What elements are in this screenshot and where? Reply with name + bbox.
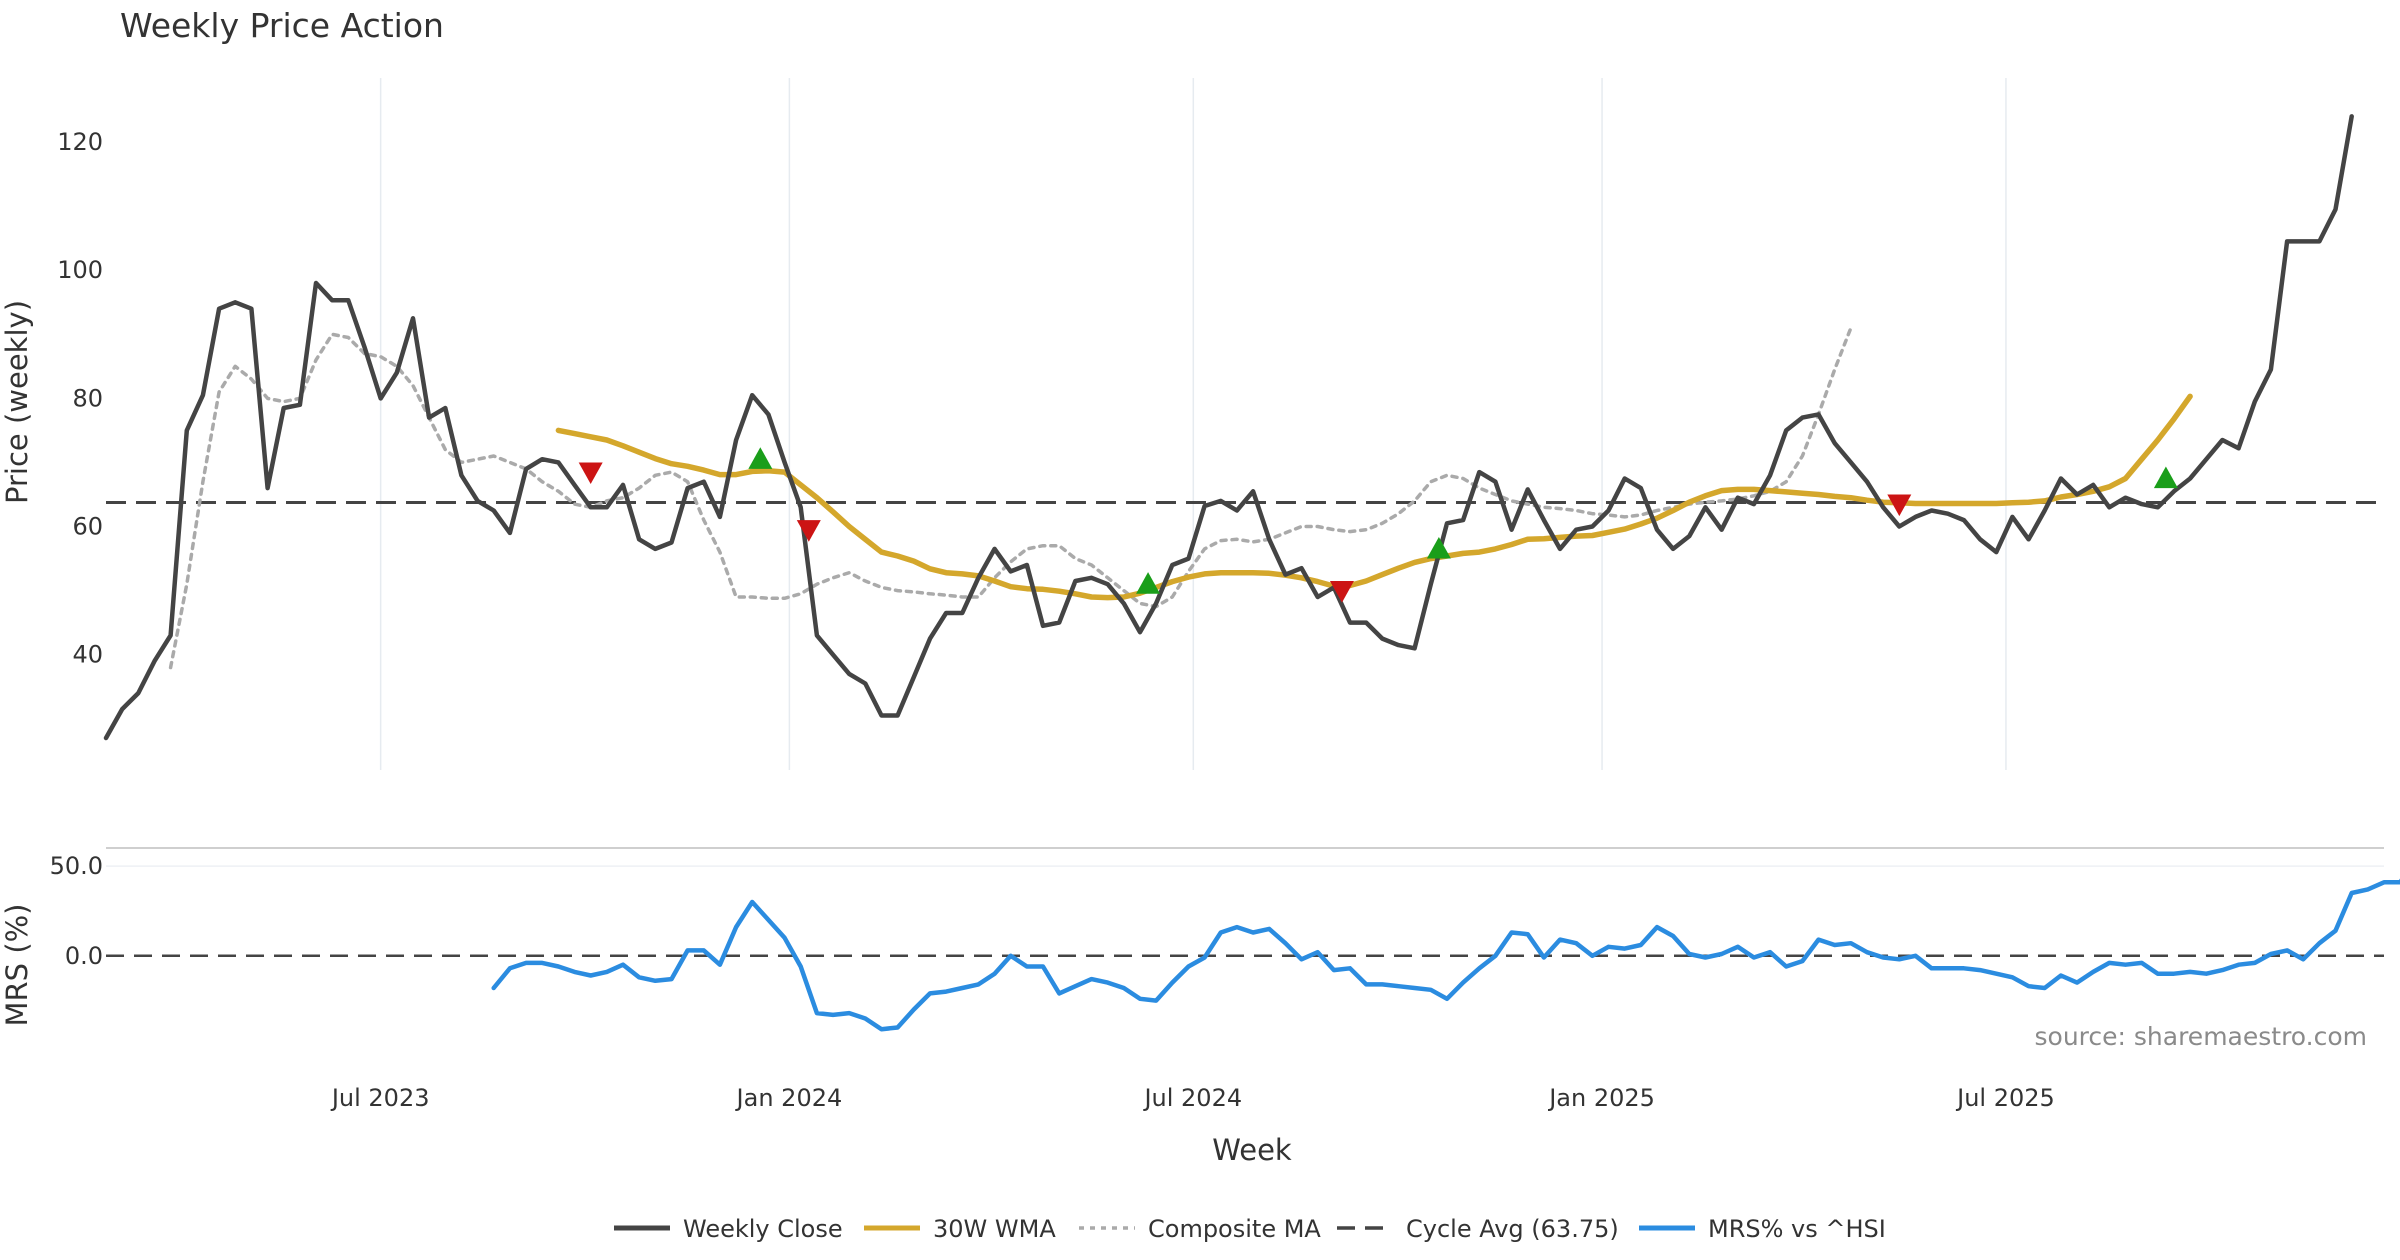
x-axis: Jul 2023 Jan 2024 Jul 2024 Jan 2025 Jul 2025 (330, 1084, 2055, 1112)
buy-marker-7 (2153, 466, 2178, 489)
composite-ma-line (168, 326, 1853, 670)
sell-marker-4 (1329, 580, 1354, 603)
x-tick-1: Jan 2024 (735, 1084, 843, 1112)
x-tick-2: Jul 2024 (1142, 1084, 1242, 1112)
mrs-panel: 50.0 0.0 (50, 847, 2400, 1032)
x-tick-4: Jul 2025 (1955, 1084, 2055, 1112)
legend-label-0: Weekly Close (683, 1215, 843, 1243)
mrs-y-tick-1: 0.0 (65, 942, 103, 970)
price-y-tick-40: 40 (72, 641, 103, 669)
price-y-axis-label: Price (weekly) (0, 300, 34, 504)
buy-marker-5 (1426, 536, 1451, 559)
buy-marker-1 (748, 447, 773, 469)
legend-label-4: MRS% vs ^HSI (1708, 1215, 1886, 1243)
x-tick-3: Jan 2025 (1547, 1084, 1655, 1112)
sell-marker-6 (1887, 494, 1912, 517)
weekly-close-line (103, 114, 2354, 741)
mrs-y-tick-0: 50.0 (50, 852, 103, 880)
source-note: source: sharemaestro.com (2035, 1022, 2368, 1051)
legend: Weekly Close 30W WMA Composite MA Cycle Avg… (614, 1215, 1886, 1243)
chart-title: Weekly Price Action (120, 6, 444, 45)
mrs-y-axis-label: MRS (%) (0, 904, 34, 1027)
legend-label-1: 30W WMA (933, 1215, 1056, 1243)
x-tick-0: Jul 2023 (330, 1084, 430, 1112)
legend-label-3: Cycle Avg (63.75) (1406, 1215, 1619, 1243)
mrs-line (491, 878, 2400, 1032)
price-y-tick-120: 120 (57, 128, 103, 156)
x-axis-label: Week (1212, 1133, 1292, 1167)
sell-marker-2 (796, 520, 821, 542)
buy-marker-3 (1136, 572, 1161, 594)
wma30-line (555, 393, 2193, 601)
legend-label-2: Composite MA (1148, 1215, 1321, 1243)
price-y-tick-60: 60 (72, 513, 103, 541)
price-y-tick-80: 80 (72, 384, 103, 412)
sell-marker-0 (578, 462, 603, 485)
price-y-tick-100: 100 (57, 256, 103, 284)
price-panel: 40 60 80 100 120 (57, 78, 2384, 770)
